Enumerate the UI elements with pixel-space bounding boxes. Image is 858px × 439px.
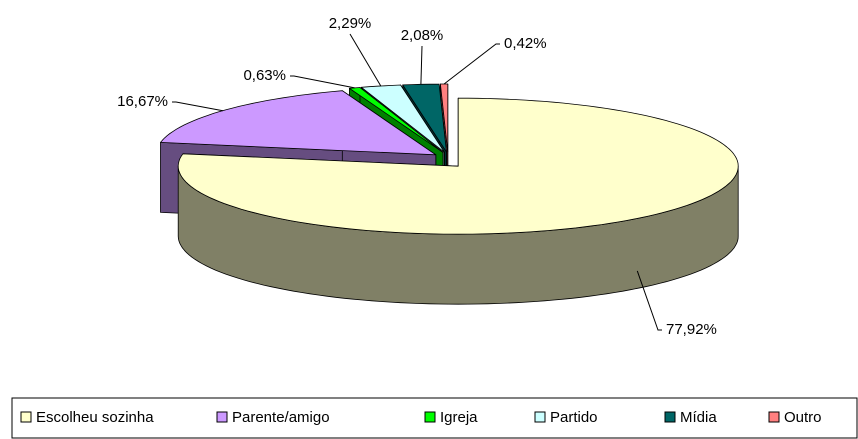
- data-label: 77,92%: [666, 321, 717, 338]
- leader-line: [443, 43, 500, 85]
- leader-line: [349, 33, 382, 87]
- leader-line: [420, 45, 423, 85]
- data-label: 16,67%: [117, 93, 168, 110]
- legend-swatch: [424, 411, 436, 423]
- slice: [177, 97, 739, 235]
- legend-swatch: [768, 411, 780, 423]
- legend-swatch: [534, 411, 546, 423]
- leader-line: [172, 101, 223, 112]
- data-label: 0,42%: [504, 35, 547, 52]
- legend-label: Outro: [784, 409, 822, 426]
- legend-label: Partido: [550, 409, 598, 426]
- data-label: 2,29%: [329, 15, 372, 32]
- legend-swatch: [20, 411, 32, 423]
- legend-label: Mídia: [680, 409, 717, 426]
- data-label: 2,08%: [401, 27, 444, 44]
- legend-swatch: [216, 411, 228, 423]
- leader-line: [290, 75, 355, 89]
- leader-line: [636, 270, 662, 331]
- data-label: 0,63%: [243, 67, 286, 84]
- legend-label: Parente/amigo: [232, 409, 330, 426]
- legend-label: Escolheu sozinha: [36, 409, 154, 426]
- legend-label: Igreja: [440, 409, 478, 426]
- legend-swatch: [664, 411, 676, 423]
